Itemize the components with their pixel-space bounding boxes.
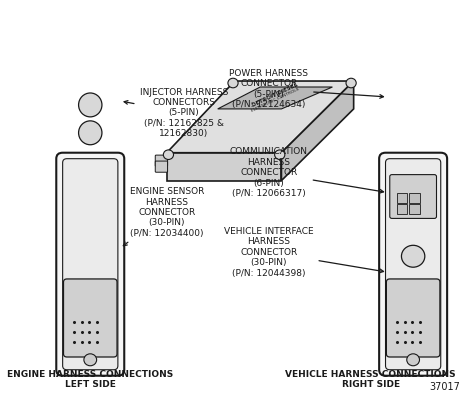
FancyBboxPatch shape: [410, 205, 419, 214]
Text: ENGINE SENSOR
HARNESS
CONNECTOR
(30-PIN)
(P/N: 12034400): ENGINE SENSOR HARNESS CONNECTOR (30-PIN)…: [123, 187, 204, 246]
Polygon shape: [218, 87, 332, 109]
FancyBboxPatch shape: [397, 205, 407, 214]
FancyBboxPatch shape: [63, 159, 118, 370]
Text: POWER HARNESS
CONNECTOR
(5-PIN)
(P/N: 12124634): POWER HARNESS CONNECTOR (5-PIN) (P/N: 12…: [229, 69, 383, 109]
Text: DETROIT DIESEL: DETROIT DIESEL: [251, 83, 299, 108]
FancyBboxPatch shape: [379, 153, 447, 376]
FancyBboxPatch shape: [56, 153, 124, 376]
FancyBboxPatch shape: [155, 161, 168, 172]
Polygon shape: [282, 81, 354, 180]
Text: VEHICLE INTERFACE
HARNESS
CONNECTOR
(30-PIN)
(P/N: 12044398): VEHICLE INTERFACE HARNESS CONNECTOR (30-…: [224, 227, 383, 277]
Text: ENGINE HARNESS CONNECTIONS
LEFT SIDE: ENGINE HARNESS CONNECTIONS LEFT SIDE: [7, 370, 173, 389]
Polygon shape: [167, 81, 354, 153]
Circle shape: [407, 354, 419, 366]
Circle shape: [274, 150, 285, 160]
Text: VEHICLE HARNESS CONNECTIONS
RIGHT SIDE: VEHICLE HARNESS CONNECTIONS RIGHT SIDE: [285, 370, 456, 389]
Circle shape: [164, 150, 173, 160]
Circle shape: [346, 78, 356, 88]
FancyBboxPatch shape: [397, 193, 407, 203]
Ellipse shape: [79, 121, 102, 145]
Ellipse shape: [79, 93, 102, 117]
Text: ELECTRONIC CONTROLS: ELECTRONIC CONTROLS: [250, 87, 300, 113]
Text: 37017: 37017: [429, 382, 460, 392]
Polygon shape: [167, 153, 282, 180]
FancyBboxPatch shape: [64, 279, 117, 357]
FancyBboxPatch shape: [390, 174, 437, 219]
Circle shape: [228, 78, 238, 88]
FancyBboxPatch shape: [386, 279, 440, 357]
FancyBboxPatch shape: [155, 155, 168, 166]
Circle shape: [84, 354, 97, 366]
FancyBboxPatch shape: [410, 193, 419, 203]
FancyBboxPatch shape: [385, 159, 441, 370]
Text: COMMUNICATION
HARNESS
CONNECTOR
(6-PIN)
(P/N: 12066317): COMMUNICATION HARNESS CONNECTOR (6-PIN) …: [230, 147, 383, 198]
Ellipse shape: [401, 245, 425, 267]
Text: INJECTOR HARNESS
CONNECTORS
(5-PIN)
(P/N: 12162825 &
12162830): INJECTOR HARNESS CONNECTORS (5-PIN) (P/N…: [124, 87, 228, 138]
